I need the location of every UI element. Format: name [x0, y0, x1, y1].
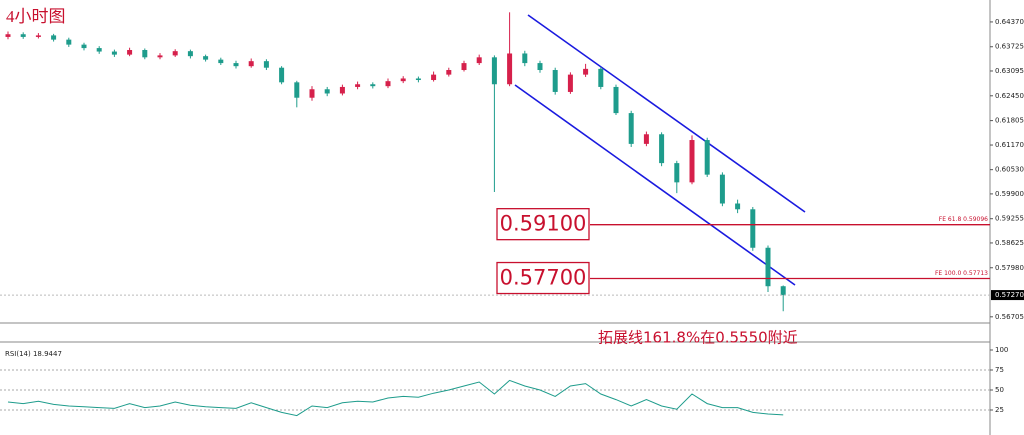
- candle-body: [613, 86, 619, 114]
- candle-body: [598, 68, 604, 87]
- y-tick-label: 0.63725: [995, 43, 1024, 51]
- candle-body: [5, 34, 11, 37]
- candle-body: [279, 67, 285, 83]
- candle-body: [552, 70, 558, 92]
- last-price-box: [991, 290, 1024, 301]
- candle-body: [111, 51, 117, 55]
- rsi-title: RSI(14) 18.9447: [5, 350, 62, 358]
- y-tick-label: 0.59900: [995, 190, 1024, 198]
- channel-line: [514, 84, 796, 286]
- level-box: [496, 261, 590, 295]
- level-box: [496, 208, 590, 241]
- y-tick-label: 0.58625: [995, 239, 1024, 247]
- candle-body: [324, 89, 330, 94]
- candle-body: [127, 50, 133, 55]
- rsi-line: [7, 379, 784, 417]
- candle-body: [643, 134, 649, 144]
- candle-body: [431, 74, 437, 81]
- y-tick-label: 0.64370: [995, 18, 1024, 26]
- y-tick-label: 50: [995, 386, 1004, 394]
- level-label: 0.57700: [500, 266, 587, 290]
- candle-body: [20, 34, 26, 37]
- candle-body: [628, 113, 634, 144]
- candle-body: [355, 84, 361, 87]
- y-tick-label: 0.57980: [995, 264, 1024, 272]
- candle-body: [689, 140, 695, 183]
- candle-body: [719, 174, 725, 204]
- candle-body: [659, 134, 665, 164]
- candle-body: [765, 247, 771, 287]
- candle-body: [294, 82, 300, 98]
- candle-body: [567, 74, 573, 92]
- candle-body: [537, 63, 543, 71]
- candle-body: [142, 50, 148, 58]
- y-tick-label: 0.56705: [995, 313, 1024, 321]
- candle-body: [309, 89, 315, 98]
- candle-body: [507, 53, 513, 85]
- candle-body: [370, 84, 376, 87]
- candle-body: [415, 78, 421, 81]
- candle-body: [461, 63, 467, 71]
- annotation: 拓展线161.8%在0.5550附近: [598, 329, 798, 347]
- y-tick-label: 0.60530: [995, 166, 1024, 174]
- candle-body: [35, 35, 41, 37]
- y-tick-label: 0.63095: [995, 67, 1024, 75]
- last-price-label: 0.57270: [995, 291, 1024, 299]
- y-tick-label: 75: [995, 366, 1004, 374]
- y-tick-label: 0.62450: [995, 92, 1024, 100]
- candle-body: [400, 78, 406, 82]
- candle-body: [203, 56, 209, 60]
- candle-body: [704, 140, 710, 175]
- candle-body: [674, 163, 680, 183]
- candle-body: [96, 48, 102, 52]
- candle-body: [583, 68, 589, 75]
- candle-body: [172, 51, 178, 56]
- candle-body: [248, 61, 254, 67]
- level-note: FE 100.0 0.57713: [935, 270, 988, 277]
- candle-body: [476, 57, 482, 64]
- candle-body: [51, 35, 57, 40]
- y-tick-label: 25: [995, 406, 1004, 414]
- candle-body: [735, 203, 741, 210]
- candle-body: [218, 59, 224, 64]
- candle-body: [187, 51, 193, 57]
- candle-body: [233, 63, 239, 67]
- candle-body: [491, 57, 497, 85]
- candle-body: [66, 39, 72, 45]
- y-tick-label: 100: [995, 346, 1008, 354]
- candle-body: [157, 55, 163, 58]
- candle-body: [81, 44, 87, 49]
- y-tick-label: 0.59255: [995, 215, 1024, 223]
- chart-title: 4小时图: [6, 7, 66, 26]
- y-tick-label: 0.61805: [995, 117, 1024, 125]
- candle-body: [446, 70, 452, 75]
- candle-body: [780, 286, 786, 296]
- candle-body: [750, 209, 756, 248]
- candle-body: [263, 61, 269, 68]
- channel-line: [527, 14, 806, 213]
- candle-body: [385, 81, 391, 87]
- level-note: FE 61.8 0.59096: [939, 216, 988, 223]
- candle-body: [339, 86, 345, 94]
- y-tick-label: 0.61170: [995, 141, 1024, 149]
- level-label: 0.59100: [500, 212, 587, 236]
- candle-body: [522, 53, 528, 64]
